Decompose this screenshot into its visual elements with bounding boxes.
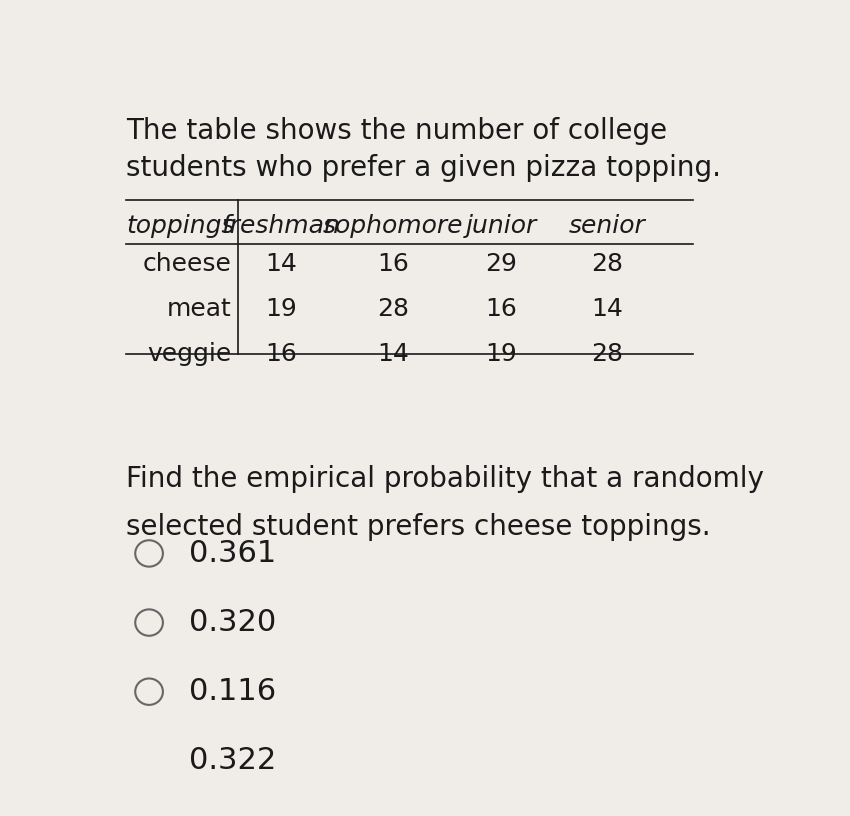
Text: 0.320: 0.320: [189, 608, 276, 637]
Text: 28: 28: [591, 343, 623, 366]
Text: 0.116: 0.116: [189, 677, 275, 706]
Text: 14: 14: [591, 297, 623, 322]
Text: students who prefer a given pizza topping.: students who prefer a given pizza toppin…: [126, 154, 721, 183]
Text: 16: 16: [377, 252, 409, 276]
Text: freshman: freshman: [221, 214, 340, 238]
Text: 16: 16: [265, 343, 297, 366]
Text: junior: junior: [466, 214, 537, 238]
Text: 0.322: 0.322: [189, 747, 276, 775]
Text: 14: 14: [377, 343, 409, 366]
Text: veggie: veggie: [147, 343, 231, 366]
Text: sophomore: sophomore: [322, 214, 463, 238]
Text: 0.361: 0.361: [189, 539, 276, 568]
Text: selected student prefers cheese toppings.: selected student prefers cheese toppings…: [126, 512, 711, 541]
Text: 16: 16: [485, 297, 518, 322]
Text: Find the empirical probability that a randomly: Find the empirical probability that a ra…: [126, 465, 764, 494]
Text: 29: 29: [485, 252, 518, 276]
Text: 28: 28: [591, 252, 623, 276]
Text: 14: 14: [265, 252, 297, 276]
Text: The table shows the number of college: The table shows the number of college: [126, 117, 667, 144]
Text: meat: meat: [167, 297, 231, 322]
Text: 19: 19: [265, 297, 297, 322]
Text: toppings: toppings: [126, 214, 235, 238]
Text: 28: 28: [377, 297, 409, 322]
Text: cheese: cheese: [143, 252, 231, 276]
Text: senior: senior: [569, 214, 645, 238]
Text: 19: 19: [485, 343, 518, 366]
